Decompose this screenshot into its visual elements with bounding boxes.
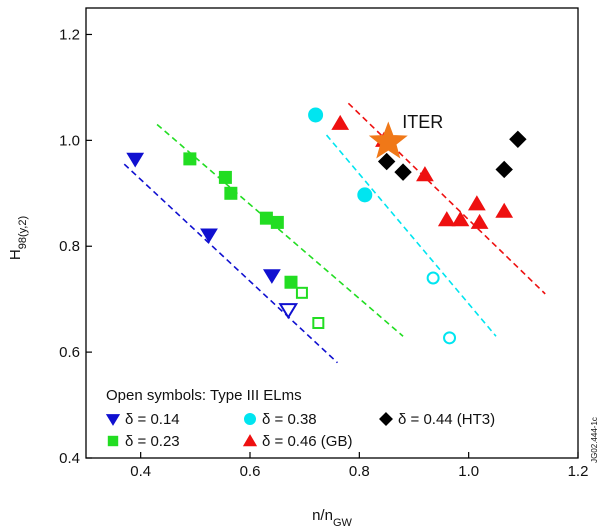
data-point: [357, 187, 373, 203]
data-point: [308, 107, 324, 123]
data-point-open: [295, 286, 308, 299]
data-point: [394, 163, 412, 181]
legend-header: Open symbols: Type III ELms: [106, 387, 302, 404]
data-point: [200, 228, 218, 244]
legend-marker: [379, 412, 393, 426]
figure-code: JG02.444-1c: [590, 417, 599, 463]
data-point: [183, 152, 197, 166]
data-point: [270, 215, 284, 229]
data-point: [416, 166, 434, 182]
legend-label: δ = 0.44 (HT3): [398, 411, 495, 428]
data-point: [126, 152, 145, 168]
data-point: [470, 213, 489, 229]
data-point: [495, 160, 513, 179]
legend-item: [379, 412, 393, 426]
x-tick-label: 0.6: [240, 463, 261, 480]
data-point: [467, 195, 486, 211]
legend-label: δ = 0.23: [125, 433, 180, 450]
legend-marker: [105, 414, 121, 426]
y-tick-label: 1.2: [59, 26, 80, 43]
fit-line: [347, 102, 546, 295]
y-tick-label: 0.8: [59, 238, 80, 255]
x-tick-label: 1.0: [458, 463, 479, 480]
legend-item: [105, 414, 121, 426]
x-tick-label: 0.4: [130, 463, 151, 480]
data-point: [284, 275, 298, 289]
plot-frame: [85, 7, 579, 459]
y-tick-label: 0.4: [59, 450, 80, 467]
legend-marker: [242, 434, 258, 447]
data-point-open: [312, 317, 325, 329]
data-point-open: [426, 271, 440, 285]
data-point: [262, 269, 281, 284]
legend-label: δ = 0.38: [262, 411, 317, 428]
legend-marker: [107, 435, 119, 447]
fit-line: [156, 123, 404, 337]
iter-star-marker: [368, 121, 408, 159]
data-point: [218, 170, 232, 184]
data-point: [495, 202, 514, 218]
legend-marker: [243, 412, 257, 426]
x-tick-label: 1.2: [568, 463, 589, 480]
legend-item: [242, 434, 258, 447]
data-point-open: [443, 331, 457, 345]
y-tick-label: 1.0: [59, 132, 80, 149]
fit-line: [123, 163, 339, 364]
legend-item: [243, 412, 257, 426]
x-tick-label: 0.8: [349, 463, 370, 480]
legend-label: δ = 0.46 (GB): [262, 433, 352, 450]
y-axis-label: H98(y,2): [7, 216, 29, 260]
y-tick-label: 0.6: [59, 344, 80, 361]
data-point: [437, 211, 456, 227]
data-point: [259, 211, 273, 225]
data-point: [509, 130, 527, 149]
data-point: [224, 186, 238, 200]
iter-label: ITER: [402, 112, 443, 132]
legend-item: [107, 435, 119, 447]
fit-line: [325, 134, 497, 337]
data-point: [377, 152, 396, 171]
data-point: [451, 211, 470, 227]
x-axis-label: n/nGW: [312, 507, 352, 528]
data-point-open: [278, 303, 299, 320]
legend-label: δ = 0.14: [125, 411, 180, 428]
data-point: [331, 114, 350, 130]
